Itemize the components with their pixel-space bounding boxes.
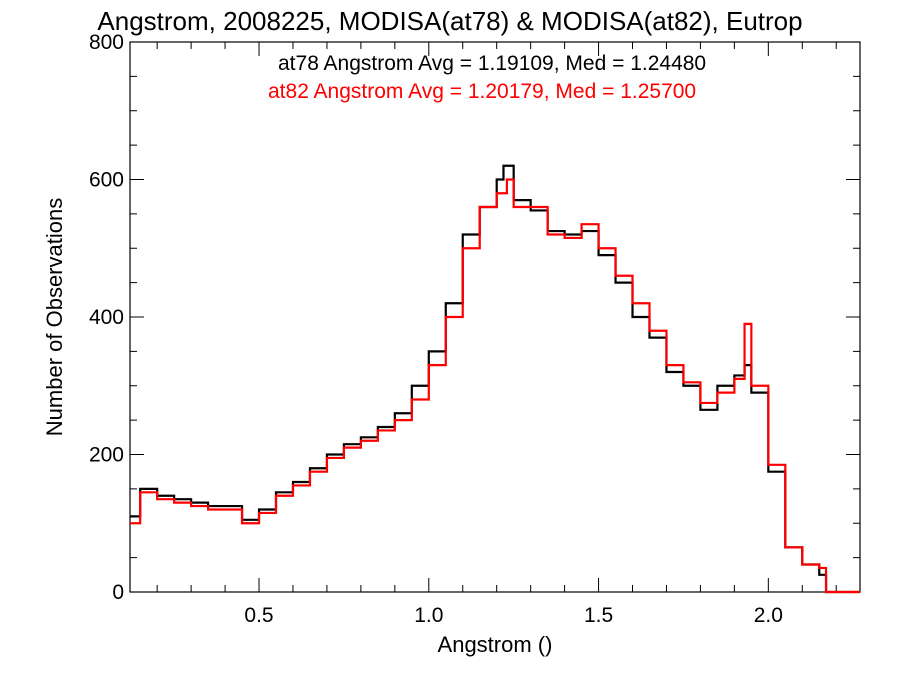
y-tick-label: 0 xyxy=(112,581,124,604)
chart-title: Angstrom, 2008225, MODISA(at78) & MODISA… xyxy=(97,6,802,36)
y-axis-label: Number of Observations xyxy=(42,198,67,436)
x-tick-label: 0.5 xyxy=(244,604,273,627)
x-tick-label: 1.5 xyxy=(584,604,613,627)
x-tick-label: 1.0 xyxy=(414,604,443,627)
x-tick-label: 2.0 xyxy=(754,604,783,627)
x-axis-label: Angstrom () xyxy=(438,632,553,657)
series-line-at82 xyxy=(130,178,860,594)
plot-area: 0 200 400 600 800 0.5 1.0 1.5 2.0 xyxy=(89,31,861,627)
y-tick-label: 400 xyxy=(89,306,124,329)
at82-stats-annotation: at82 Angstrom Avg = 1.20179, Med = 1.257… xyxy=(268,80,696,103)
y-tick-label: 600 xyxy=(89,169,124,192)
y-tick-label: 200 xyxy=(89,444,124,467)
y-tick-label: 800 xyxy=(89,31,124,54)
at78-stats-annotation: at78 Angstrom Avg = 1.19109, Med = 1.244… xyxy=(278,52,706,75)
